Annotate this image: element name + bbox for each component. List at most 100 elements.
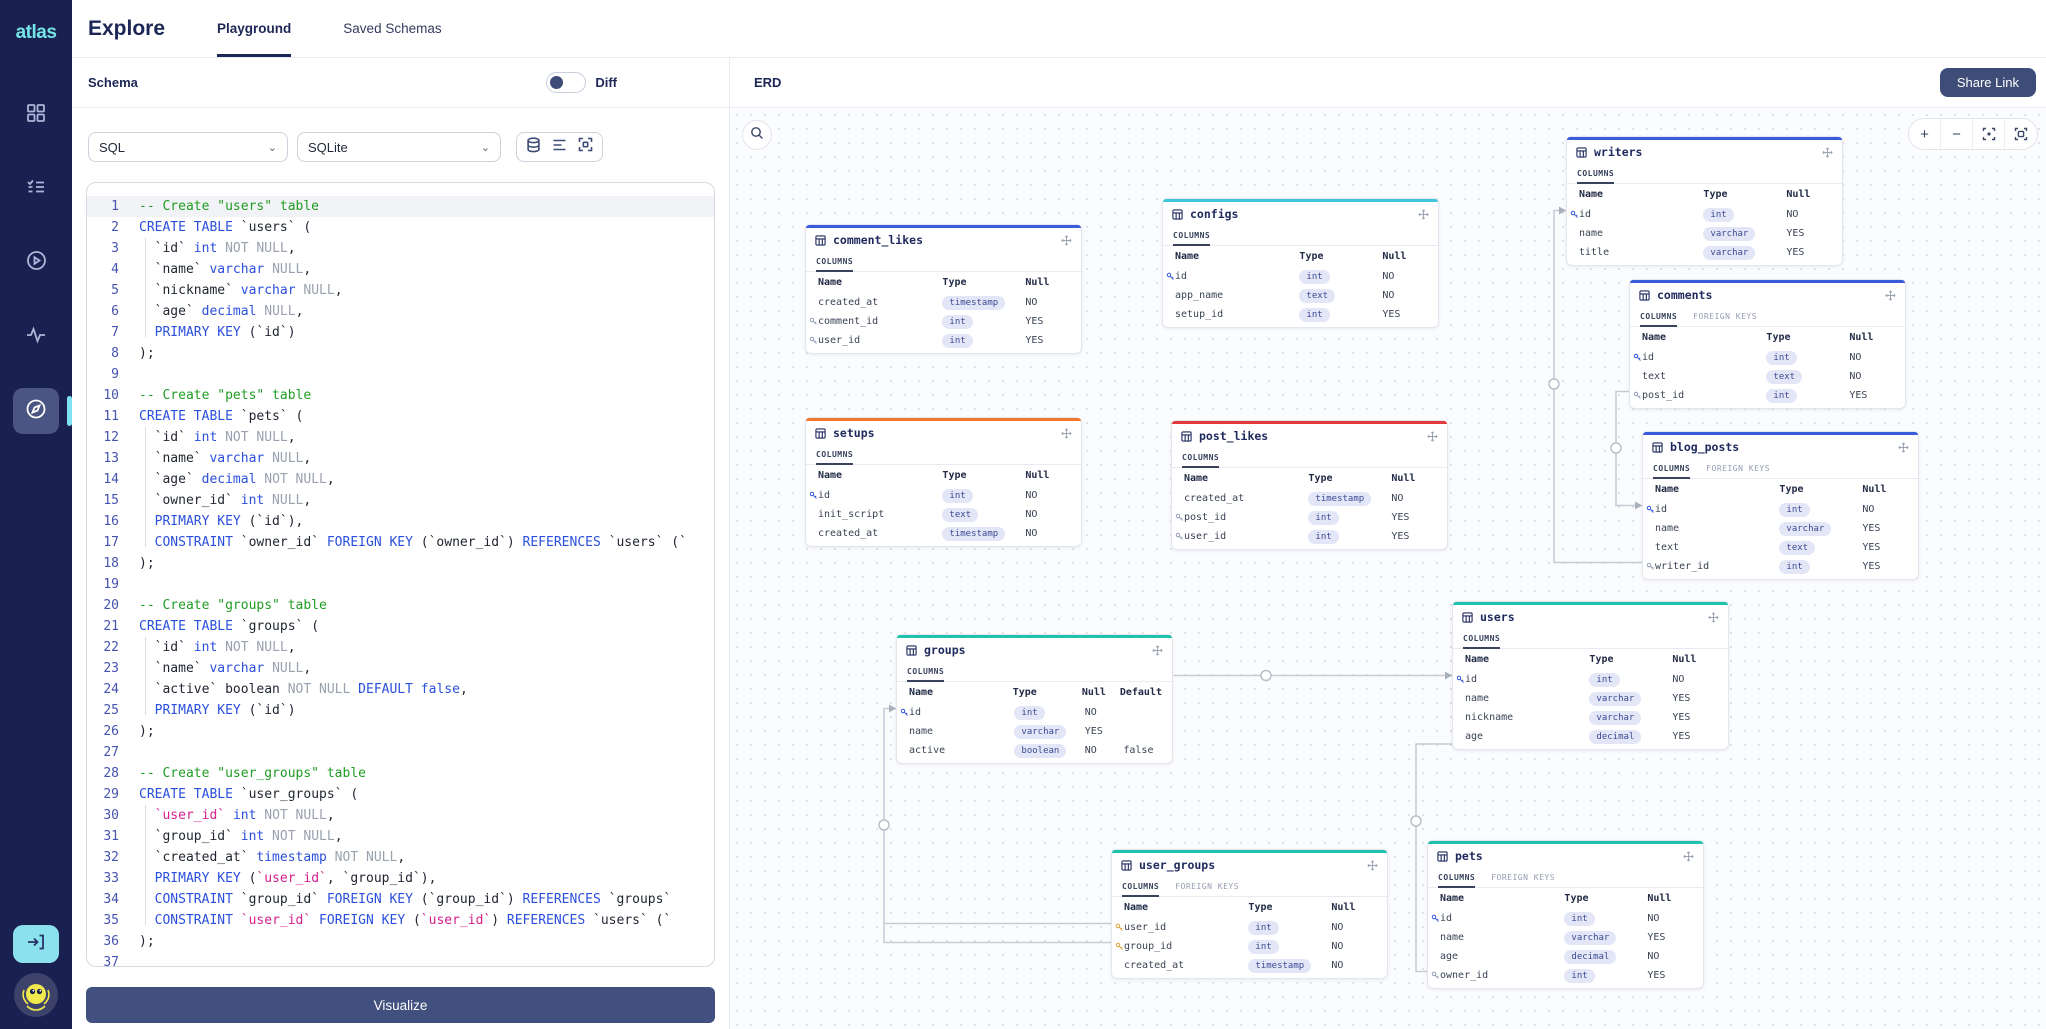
table-row-writer_id[interactable]: writer_id int YES [1643, 557, 1918, 576]
table-row-created_at[interactable]: created_at timestamp NO [1184, 491, 1404, 506]
code-line[interactable]: 35 CONSTRAINT `user_id` FOREIGN KEY (`us… [87, 910, 714, 931]
erd-search-button[interactable] [742, 120, 772, 150]
table-card-header[interactable]: configs [1163, 202, 1438, 226]
move-handle-icon[interactable] [1683, 847, 1694, 866]
engine-select[interactable]: SQLite ⌄ [297, 132, 501, 162]
code-line[interactable]: 21 CREATE TABLE `groups` ( [87, 616, 714, 637]
table-row-id[interactable]: id int NO [1453, 670, 1728, 689]
table-row-id[interactable]: id int NO [1428, 909, 1703, 928]
code-line[interactable]: 1 -- Create "users" table [87, 196, 714, 217]
code-line[interactable]: 4 `name` varchar NULL, [87, 259, 714, 280]
table-row-name[interactable]: name varchar YES [1655, 521, 1881, 536]
erd-table-writers[interactable]: writers COLUMNS Name Type Null id int NO name var… [1566, 136, 1843, 266]
table-row-title[interactable]: title varchar YES [1579, 245, 1805, 260]
table-row-active[interactable]: active boolean NO false [909, 743, 1154, 758]
code-line[interactable]: 22 `id` int NOT NULL, [87, 637, 714, 658]
sidebar-item-run[interactable] [13, 240, 59, 286]
zoom-in-button[interactable]: + [1909, 119, 1941, 149]
code-line[interactable]: 13 `name` varchar NULL, [87, 448, 714, 469]
table-row-age[interactable]: age decimal NO [1440, 949, 1660, 964]
sidebar-item-checklist[interactable] [13, 166, 59, 212]
sidebar-item-explore[interactable] [13, 388, 72, 434]
code-line[interactable]: 8); [87, 343, 714, 364]
move-handle-icon[interactable] [1898, 438, 1909, 457]
move-handle-icon[interactable] [1152, 641, 1163, 660]
erd-table-post_likes[interactable]: post_likes COLUMNS Name Type Null created_at t… [1171, 420, 1448, 550]
table-row-id[interactable]: id int NO [806, 486, 1081, 505]
move-handle-icon[interactable] [1427, 427, 1438, 446]
erd-table-blog_posts[interactable]: blog_posts COLUMNS FOREIGN KEYS Name Type Nul… [1642, 431, 1919, 580]
code-line[interactable]: 9 [87, 364, 714, 385]
table-row-init_script[interactable]: init_script text NO [818, 507, 1038, 522]
erd-table-pets[interactable]: pets COLUMNS FOREIGN KEYS Name Type Null id int… [1427, 840, 1704, 989]
move-handle-icon[interactable] [1418, 205, 1429, 224]
fit-view-button[interactable] [2005, 119, 2037, 149]
erd-table-groups[interactable]: groups COLUMNS Name Type Null Default id int NO n… [896, 634, 1173, 764]
table-row-comment_id[interactable]: comment_id int YES [806, 312, 1081, 331]
move-handle-icon[interactable] [1061, 424, 1072, 443]
code-line[interactable]: 19 [87, 574, 714, 595]
table-row-text[interactable]: text text YES [1655, 540, 1881, 555]
erd-table-user_groups[interactable]: user_groups COLUMNS FOREIGN KEYS Name Type Nu… [1111, 849, 1388, 979]
fullscreen-icon[interactable] [578, 137, 593, 157]
table-row-created_at[interactable]: created_at timestamp NO [818, 295, 1038, 310]
code-line[interactable]: 28 -- Create "user_groups" table [87, 763, 714, 784]
tab-columns[interactable]: COLUMNS [1640, 307, 1678, 327]
table-card-header[interactable]: comment_likes [806, 228, 1081, 252]
table-card-header[interactable]: comments [1630, 283, 1905, 307]
table-row-created_at[interactable]: created_at timestamp NO [1124, 958, 1344, 973]
table-row-owner_id[interactable]: owner_id int YES [1428, 966, 1703, 985]
table-row-setup_id[interactable]: setup_id int YES [1175, 307, 1401, 322]
table-row-group_id[interactable]: group_id int NO [1112, 937, 1387, 956]
table-card-header[interactable]: setups [806, 421, 1081, 445]
code-line[interactable]: 20 -- Create "groups" table [87, 595, 714, 616]
tab-foreign-keys[interactable]: FOREIGN KEYS [1693, 312, 1758, 321]
code-line[interactable]: 37 [87, 952, 714, 966]
code-line[interactable]: 33 PRIMARY KEY (`user_id`, `group_id`), [87, 868, 714, 889]
code-line[interactable]: 26); [87, 721, 714, 742]
table-card-header[interactable]: post_likes [1172, 424, 1447, 448]
code-line[interactable]: 32 `created_at` timestamp NOT NULL, [87, 847, 714, 868]
erd-table-setups[interactable]: setups COLUMNS Name Type Null id int NO init_scr… [805, 417, 1082, 547]
code-line[interactable]: 6 `age` decimal NULL, [87, 301, 714, 322]
move-handle-icon[interactable] [1061, 231, 1072, 250]
erd-table-users[interactable]: users COLUMNS Name Type Null id int NO name varch… [1452, 601, 1729, 750]
code-line[interactable]: 2 CREATE TABLE `users` ( [87, 217, 714, 238]
share-link-button[interactable]: Share Link [1939, 68, 2036, 97]
code-line[interactable]: 11 CREATE TABLE `pets` ( [87, 406, 714, 427]
table-row-age[interactable]: age decimal YES [1465, 729, 1691, 744]
tab-columns[interactable]: COLUMNS [816, 445, 854, 465]
table-card-header[interactable]: writers [1567, 140, 1842, 164]
table-row-id[interactable]: id int NO [1567, 205, 1842, 224]
tab-columns[interactable]: COLUMNS [1122, 877, 1160, 897]
center-view-button[interactable] [1973, 119, 2005, 149]
code-line[interactable]: 23 `name` varchar NULL, [87, 658, 714, 679]
tab-playground[interactable]: Playground [217, 0, 292, 57]
tab-columns[interactable]: COLUMNS [907, 662, 945, 682]
database-icon[interactable] [526, 136, 541, 158]
table-row-id[interactable]: id int NO [1643, 500, 1918, 519]
code-line[interactable]: 36); [87, 931, 714, 952]
sidebar-item-dashboard[interactable] [13, 92, 59, 138]
table-row-name[interactable]: name varchar YES [1579, 226, 1805, 241]
table-card-header[interactable]: blog_posts [1643, 435, 1918, 459]
code-line[interactable]: 10 -- Create "pets" table [87, 385, 714, 406]
tab-saved-schemas[interactable]: Saved Schemas [343, 21, 442, 36]
code-line[interactable]: 5 `nickname` varchar NULL, [87, 280, 714, 301]
tab-columns[interactable]: COLUMNS [1182, 448, 1220, 468]
table-row-text[interactable]: text text NO [1642, 369, 1862, 384]
code-area[interactable]: 1 -- Create "users" table 2 CREATE TABLE `u… [87, 183, 714, 966]
code-line[interactable]: 15 `owner_id` int NULL, [87, 490, 714, 511]
move-handle-icon[interactable] [1708, 608, 1719, 627]
code-line[interactable]: 34 CONSTRAINT `group_id` FOREIGN KEY (`g… [87, 889, 714, 910]
table-row-user_id[interactable]: user_id int YES [806, 331, 1081, 350]
table-row-user_id[interactable]: user_id int NO [1112, 918, 1387, 937]
table-row-created_at[interactable]: created_at timestamp NO [818, 526, 1038, 541]
visualize-button[interactable]: Visualize [86, 987, 715, 1023]
sql-code-editor[interactable]: 1 -- Create "users" table 2 CREATE TABLE `u… [86, 182, 715, 967]
table-row-name[interactable]: name varchar YES [1440, 930, 1666, 945]
diff-toggle[interactable] [546, 72, 587, 93]
zoom-out-button[interactable]: − [1941, 119, 1973, 149]
move-handle-icon[interactable] [1885, 286, 1896, 305]
